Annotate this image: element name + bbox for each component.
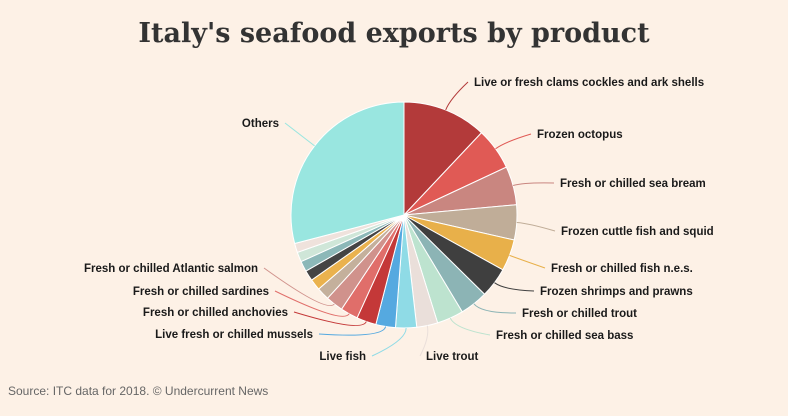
leader-line <box>512 182 555 186</box>
leader-line <box>284 122 315 147</box>
slice-label: Frozen octopus <box>537 129 623 141</box>
slice-label: Fresh or chilled sea bream <box>560 178 706 190</box>
slice-label: Fresh or chilled sardines <box>133 286 269 298</box>
slice-label: Fresh or chilled Atlantic salmon <box>84 263 258 275</box>
leader-line <box>516 222 556 232</box>
source-note: Source: ITC data for 2018. © Undercurren… <box>8 384 269 398</box>
leader-line <box>445 81 469 111</box>
leader-line <box>274 290 350 317</box>
leader-line <box>495 133 532 150</box>
slice-label: Fresh or chilled fish n.e.s. <box>551 263 693 275</box>
leader-line <box>494 282 535 292</box>
slice-label: Fresh or chilled trout <box>522 308 637 320</box>
chart-title: Italy's seafood exports by product <box>138 18 650 49</box>
leader-line <box>473 303 517 314</box>
slice-label: Live trout <box>426 351 479 363</box>
slice-label: Live fresh or chilled mussels <box>155 329 313 341</box>
leader-line <box>371 327 407 357</box>
leader-line <box>509 254 546 269</box>
slice-label: Frozen shrimps and prawns <box>540 286 693 298</box>
leader-line <box>419 325 429 357</box>
slice-label: Fresh or chilled sea bass <box>496 330 633 342</box>
leader-line <box>318 326 387 336</box>
leader-line <box>263 267 335 307</box>
leader-line <box>293 311 367 326</box>
leader-line <box>449 317 491 336</box>
slice-label: Frozen cuttle fish and squid <box>561 226 714 238</box>
slice-label: Fresh or chilled anchovies <box>143 307 288 319</box>
slice-label: Live fish <box>319 351 366 363</box>
slice-label: Others <box>242 118 279 130</box>
slice-label: Live or fresh clams cockles and ark shel… <box>474 77 704 89</box>
